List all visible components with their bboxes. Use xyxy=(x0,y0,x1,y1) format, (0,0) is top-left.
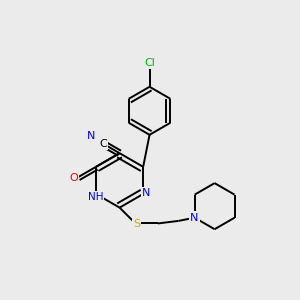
Text: S: S xyxy=(133,219,140,230)
Text: N: N xyxy=(87,131,95,141)
Text: N: N xyxy=(190,213,198,223)
Text: O: O xyxy=(70,173,79,183)
Text: Cl: Cl xyxy=(144,58,155,68)
Text: N: N xyxy=(142,188,150,198)
Text: N: N xyxy=(191,212,200,222)
Text: NH: NH xyxy=(88,192,103,202)
Text: C: C xyxy=(99,139,107,149)
